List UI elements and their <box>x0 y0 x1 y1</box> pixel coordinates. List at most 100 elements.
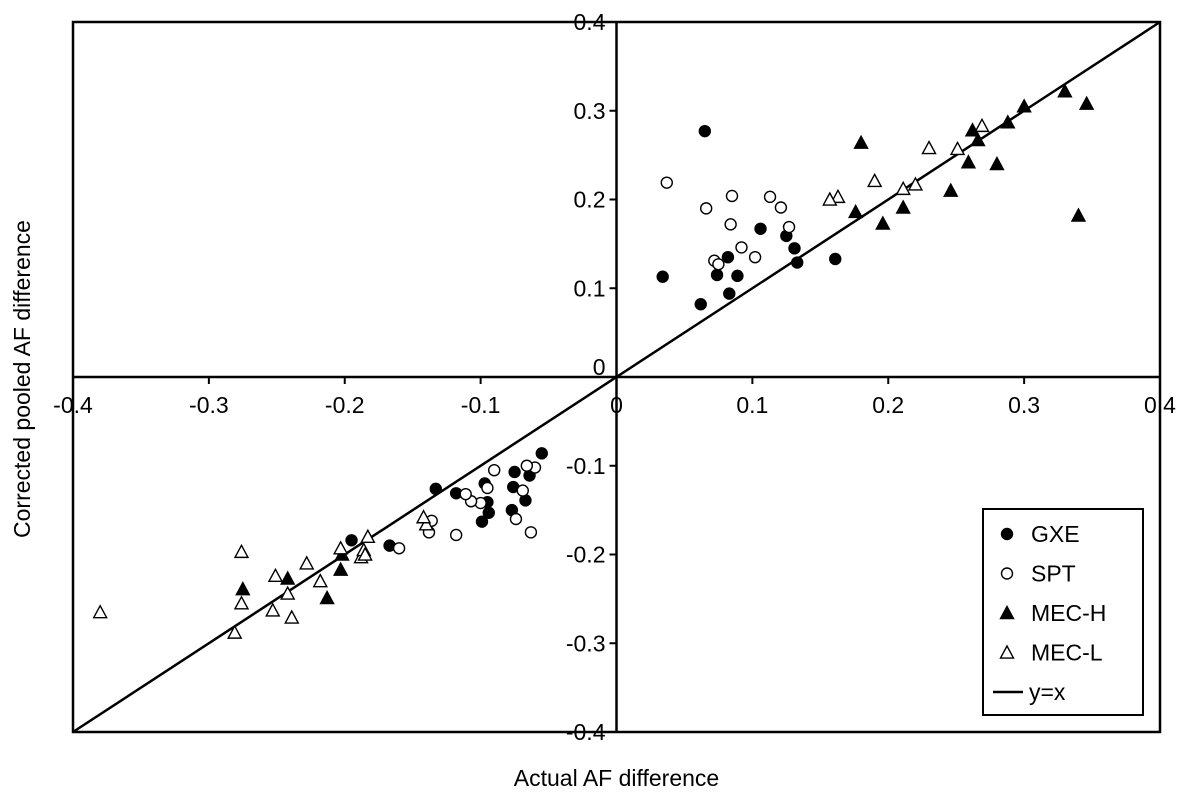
point-spt <box>449 528 463 542</box>
point-mec-h <box>970 132 986 147</box>
point-mec-h <box>875 215 891 230</box>
point-mec-l <box>265 602 281 617</box>
point-mec-l <box>822 191 838 206</box>
point-gxe <box>508 465 521 479</box>
point-mec-h <box>1016 98 1032 113</box>
point-mec-l <box>92 604 108 619</box>
point-spt <box>748 250 762 264</box>
point-mec-l <box>830 188 846 204</box>
point-mec-l <box>357 546 373 561</box>
legend-item-mec-l: MEC-L <box>999 640 1103 666</box>
point-mec-h <box>847 203 864 219</box>
point-mec-h <box>989 156 1005 171</box>
point-mec-l <box>233 543 250 559</box>
point-spt <box>735 241 748 254</box>
point-mec-l <box>974 117 990 133</box>
point-mec-h <box>319 590 335 605</box>
y-tick-label: -0.2 <box>566 542 606 568</box>
y-tick-label: -0.3 <box>566 630 606 656</box>
point-mec-h <box>960 154 977 169</box>
x-tick-label: 0.1 <box>736 392 768 418</box>
point-gxe <box>482 506 495 519</box>
point-spt <box>509 512 523 526</box>
point-gxe <box>694 298 707 311</box>
point-spt <box>660 176 673 189</box>
point-gxe <box>698 124 712 138</box>
point-gxe <box>429 482 442 496</box>
point-mec-l <box>299 555 315 570</box>
point-mec-h <box>1057 83 1073 98</box>
point-mec-l <box>418 516 434 531</box>
point-mec-h <box>1078 95 1095 110</box>
point-gxe <box>791 256 804 269</box>
point-spt <box>782 220 796 234</box>
x-tick-label: -0.2 <box>325 392 365 418</box>
x-axis-label: Actual AF difference <box>514 765 719 791</box>
legend-label-spt: SPT <box>1031 561 1076 587</box>
legend-item-gxe: GXE <box>1000 521 1080 547</box>
point-gxe <box>656 270 669 283</box>
y-tick-label: 0.4 <box>574 9 606 35</box>
x-tick-label: 0.4 <box>1144 392 1176 418</box>
point-spt <box>392 542 406 555</box>
point-gxe <box>723 287 736 300</box>
point-mec-h <box>1070 207 1087 222</box>
y-tick-label: -0.4 <box>566 719 606 745</box>
x-tick-label: -0.3 <box>189 392 229 418</box>
point-mec-h <box>853 134 869 149</box>
tick-labels: -0.4 -0.3 -0.2 -0.1 0 0.1 0.2 0.3 0.4 -0.4 -0.3 -0.… <box>53 9 1176 745</box>
point-spt <box>724 218 737 231</box>
point-mec-h <box>332 561 349 576</box>
point-gxe <box>731 269 744 283</box>
point-mec-h <box>943 182 959 197</box>
point-mec-l <box>284 609 300 624</box>
point-mec-l <box>866 172 883 188</box>
point-mec-l <box>233 595 250 610</box>
legend-label-mec-l: MEC-L <box>1031 640 1103 666</box>
point-mec-l <box>280 585 296 600</box>
point-spt <box>524 526 538 539</box>
point-gxe <box>475 515 489 528</box>
legend-label-mec-h: MEC-H <box>1031 600 1106 626</box>
point-mec-l <box>415 509 432 524</box>
point-mec-l <box>267 567 284 583</box>
point-mec-l <box>949 140 966 156</box>
point-mec-l <box>360 528 376 543</box>
point-gxe <box>721 250 735 264</box>
legend-label-gxe: GXE <box>1031 521 1080 547</box>
legend-marker-gxe <box>1000 527 1014 541</box>
legend-marker-spt <box>1000 567 1014 580</box>
x-tick-label: 0.2 <box>872 392 904 418</box>
point-mec-h <box>895 199 911 214</box>
point-gxe <box>345 534 358 547</box>
point-gxe <box>788 242 801 255</box>
data-points <box>92 83 1095 639</box>
legend-marker-mec-h <box>999 605 1015 620</box>
point-spt <box>699 202 713 215</box>
legend-items: GXE SPT MEC-H MEC-L y=x <box>993 521 1106 705</box>
point-spt <box>488 463 501 477</box>
point-spt <box>481 481 494 495</box>
y-tick-label: 0 <box>593 354 606 380</box>
series-spt <box>392 176 796 555</box>
point-mec-h <box>235 581 251 596</box>
point-mec-l <box>907 176 924 191</box>
x-tick-label: 0 <box>610 392 623 418</box>
y-tick-label: -0.1 <box>566 453 606 479</box>
point-mec-h <box>280 570 296 585</box>
point-mec-l <box>332 540 349 555</box>
x-tick-label: -0.4 <box>53 392 93 418</box>
point-gxe <box>829 252 842 266</box>
point-spt <box>774 201 788 214</box>
point-spt <box>712 258 725 271</box>
point-mec-l <box>895 180 911 196</box>
legend-marker-mec-l <box>999 644 1015 659</box>
point-gxe <box>710 268 724 282</box>
point-gxe <box>754 222 767 235</box>
legend-item-mec-h: MEC-H <box>999 600 1106 626</box>
y-axis-label: Corrected pooled AF difference <box>9 220 35 538</box>
series-mec-l <box>92 117 990 639</box>
legend: GXE SPT MEC-H MEC-L y=x <box>982 508 1144 716</box>
